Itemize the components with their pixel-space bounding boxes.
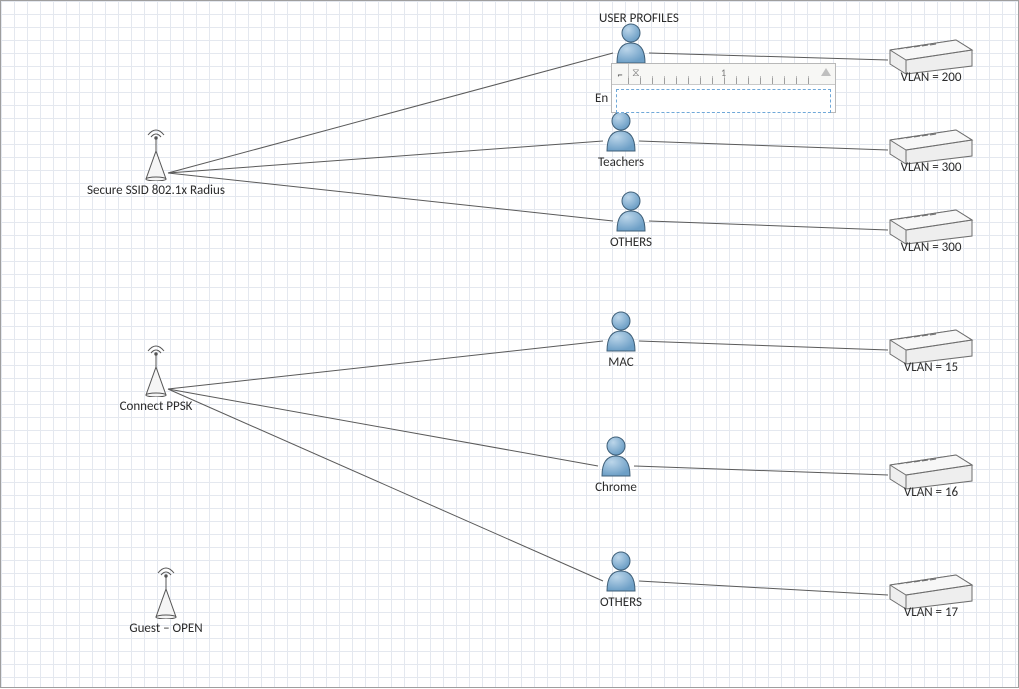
ruler-number: 1: [721, 66, 726, 79]
switch-s2-label: VLAN = 300: [901, 160, 962, 175]
switch-s4: VLAN = 15: [886, 326, 976, 366]
text-edit-overlay[interactable]: ⌐ ⧖ 1: [611, 63, 836, 113]
ap-ap1: Secure SSID 802.1x Radius: [136, 125, 176, 181]
switch-s6: VLAN = 17: [886, 571, 976, 611]
ap-ap3: Guest – OPEN: [146, 563, 186, 619]
ap-ap2: Connect PPSK: [136, 341, 176, 397]
switch-s5: VLAN = 16: [886, 451, 976, 491]
text-edit-field[interactable]: [616, 89, 831, 113]
user-u5: Chrome: [596, 434, 636, 478]
switch-s3: VLAN = 300: [886, 206, 976, 246]
user-u3: OTHERS: [611, 189, 651, 233]
right-indent-marker-icon[interactable]: [821, 68, 831, 76]
switch-s1: VLAN = 200: [886, 36, 976, 76]
user-u6: OTHERS: [601, 549, 641, 593]
user-u4-label: MAC: [608, 355, 633, 370]
edge-u5-s5: [634, 466, 888, 475]
switch-s2: VLAN = 300: [886, 126, 976, 166]
user-u4: MAC: [601, 309, 641, 353]
edge-u2-s2: [639, 141, 888, 150]
user-u2: Teachers: [601, 109, 641, 153]
edge-u4-s4: [639, 341, 888, 350]
switch-s5-label: VLAN = 16: [904, 485, 958, 500]
switch-s6-label: VLAN = 17: [904, 605, 958, 620]
edge-ap2-u6: [168, 389, 603, 581]
edge-ap1-u3: [168, 173, 613, 221]
edge-u1-s1: [649, 53, 888, 60]
edge-u6-s6: [639, 581, 888, 595]
edge-u3-s3: [649, 221, 888, 230]
user-u1: [611, 21, 651, 65]
edge-ap1-u2: [168, 141, 603, 173]
user-u5-label: Chrome: [595, 480, 637, 495]
user-label-partial: En: [595, 91, 608, 106]
switch-s4-label: VLAN = 15: [904, 360, 958, 375]
edge-ap1-u1: [168, 53, 613, 173]
switch-s3-label: VLAN = 300: [901, 240, 962, 255]
edge-ap2-u4: [168, 341, 603, 389]
ap-ap3-label: Guest – OPEN: [129, 621, 202, 636]
switch-s1-label: VLAN = 200: [901, 70, 962, 85]
user-u6-label: OTHERS: [600, 595, 642, 610]
ruler-corner-icon: ⌐: [612, 64, 629, 84]
user-u3-label: OTHERS: [610, 235, 652, 250]
indent-marker-icon[interactable]: ⧖: [632, 66, 640, 80]
user-u2-label: Teachers: [598, 155, 644, 170]
edge-ap2-u5: [168, 389, 598, 466]
ap-ap1-label: Secure SSID 802.1x Radius: [87, 183, 225, 198]
ruler: ⌐ ⧖ 1: [612, 64, 835, 85]
diagram-canvas: USER PROFILES ⌐ ⧖ 1 En Secure SSID 802.1…: [0, 0, 1019, 688]
ap-ap2-label: Connect PPSK: [120, 399, 193, 414]
